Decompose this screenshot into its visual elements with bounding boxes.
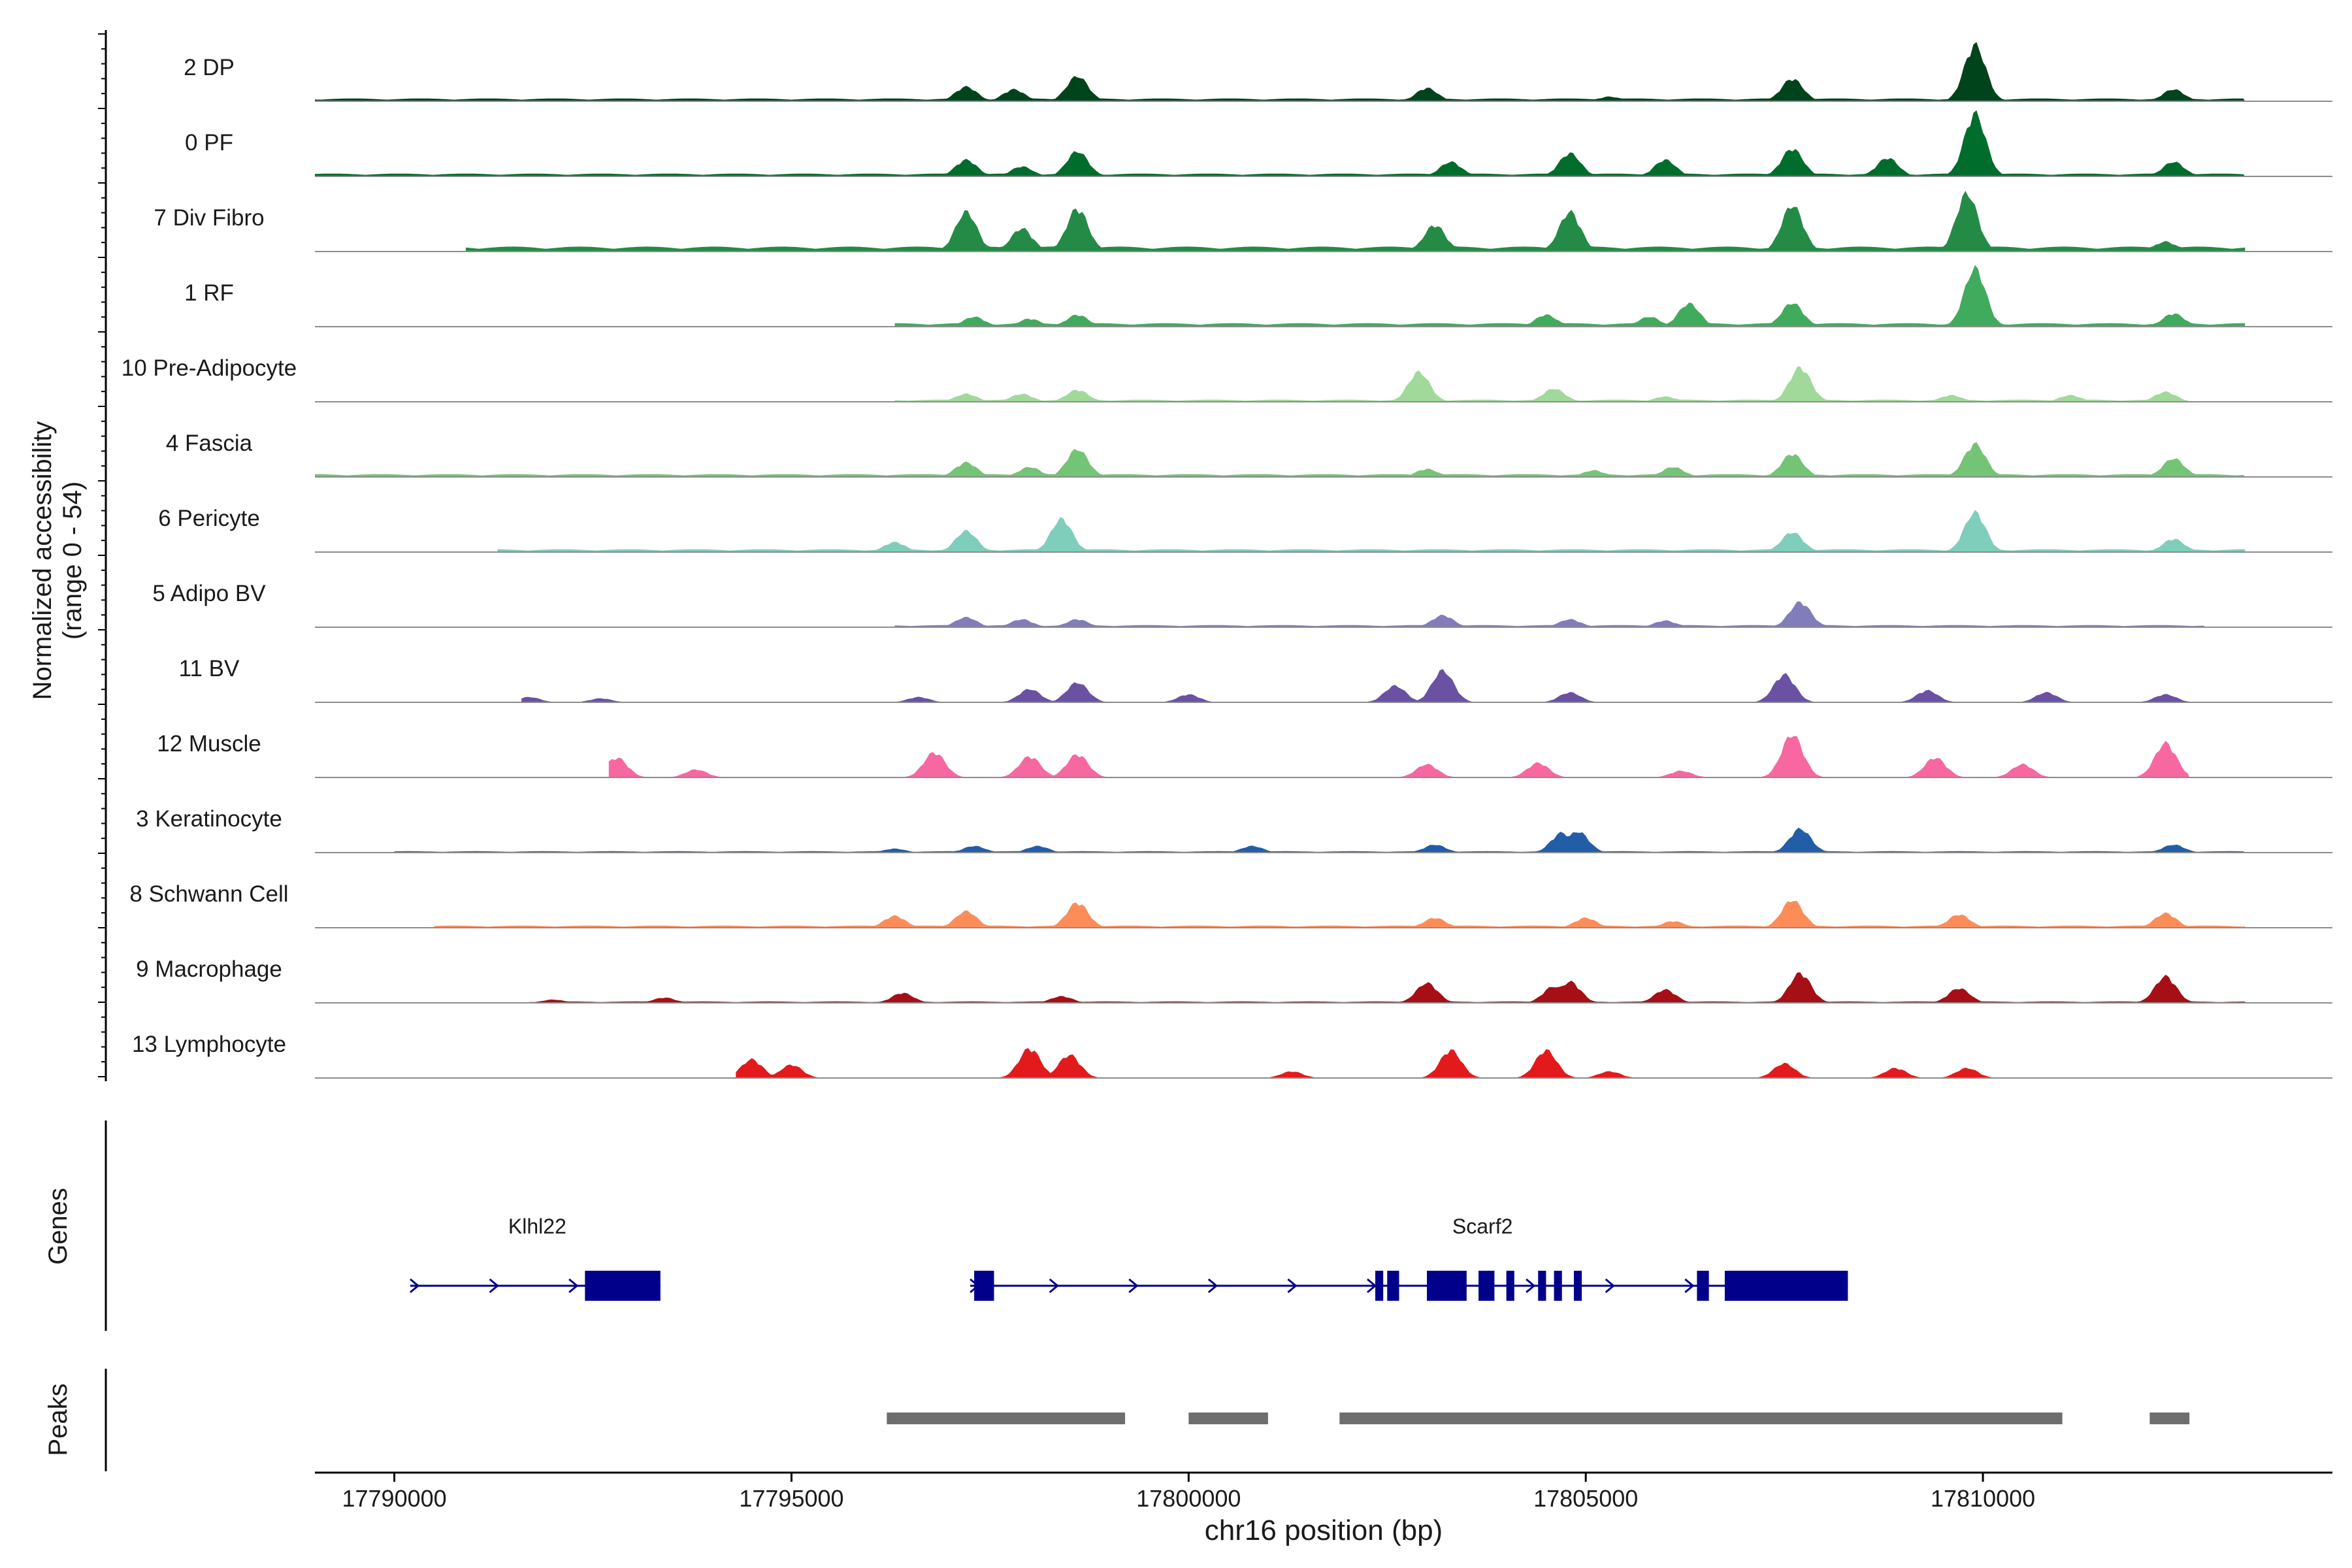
genes-panel: Genes Klhl22 Scarf2	[44, 1120, 1848, 1331]
track-12-muscle: 12 Muscle	[157, 731, 2332, 778]
coverage-area	[894, 601, 2206, 627]
coverage-area	[894, 265, 2246, 327]
track-8-schwann-cell: 8 Schwann Cell	[129, 881, 2332, 928]
track-7-div-fibro: 7 Div Fibro	[154, 191, 2332, 252]
track-label: 7 Div Fibro	[154, 205, 264, 231]
strand-arrow	[1366, 1278, 1377, 1294]
gene-exon	[1478, 1271, 1495, 1301]
track-label: 3 Keratinocyte	[136, 806, 282, 832]
track-9-macrophage: 9 Macrophage	[136, 956, 2332, 1004]
genes-panel-label: Genes	[44, 1188, 73, 1265]
gene-exon	[1697, 1271, 1709, 1301]
peak-region	[887, 1413, 1126, 1424]
coverage-area	[529, 972, 2246, 1003]
track-label: 1 RF	[184, 280, 234, 306]
coverage-area	[434, 901, 2246, 928]
gene-exon	[1427, 1271, 1467, 1301]
track-label: 10 Pre-Adipocyte	[122, 355, 297, 381]
x-tick-label: 17795000	[739, 1485, 843, 1512]
gene-name-label: Klhl22	[508, 1215, 566, 1238]
peak-region	[2149, 1413, 2190, 1424]
x-tick-label: 17805000	[1533, 1485, 1638, 1512]
strand-arrow	[1526, 1278, 1536, 1294]
track-label: 2 DP	[184, 55, 235, 80]
x-axis: 17790000 17795000 17800000 17805000 17810000	[315, 1471, 2332, 1512]
strand-arrow	[1207, 1278, 1218, 1294]
gene-exon	[1554, 1271, 1562, 1301]
strand-arrow	[1049, 1278, 1059, 1294]
gene-exon	[1387, 1271, 1399, 1301]
track-label: 5 Adipo BV	[152, 581, 266, 606]
y-axis-label-range: (range 0 - 54)	[58, 482, 87, 640]
peaks-panel: Peaks	[44, 1369, 2190, 1471]
track-label: 8 Schwann Cell	[129, 881, 288, 907]
gene-klhl22: Klhl22	[410, 1215, 661, 1301]
track-label: 11 BV	[179, 656, 240, 681]
track-6-pericyte: 6 Pericyte	[158, 506, 2332, 553]
track-5-adipo-bv: 5 Adipo BV	[152, 581, 2332, 628]
strand-arrow	[410, 1278, 420, 1294]
y-axis-label: Normalized accessibility	[28, 421, 57, 700]
gene-exon	[974, 1271, 994, 1301]
peak-region	[1188, 1413, 1268, 1424]
gene-exon	[1573, 1271, 1582, 1301]
gene-exon	[1506, 1271, 1514, 1301]
strand-arrow	[1128, 1278, 1139, 1294]
coverage-area	[894, 366, 2190, 402]
track-13-lymphocyte: 13 Lymphocyte	[132, 1032, 2332, 1079]
coverage-area	[736, 1048, 2023, 1078]
peak-region	[1339, 1413, 2063, 1424]
track-2-dp: 2 DP	[184, 42, 2332, 102]
x-tick-label: 17790000	[342, 1485, 446, 1512]
coverage-area	[608, 736, 2190, 777]
gene-exon	[1724, 1271, 1848, 1301]
track-label: 9 Macrophage	[136, 956, 282, 982]
strand-arrow	[568, 1278, 579, 1294]
track-label: 13 Lymphocyte	[132, 1032, 286, 1057]
track-label: 0 PF	[185, 130, 233, 155]
x-tick-label: 17800000	[1136, 1485, 1241, 1512]
track-11-bv: 11 BV	[179, 656, 2332, 703]
track-label: 4 Fascia	[166, 431, 253, 456]
peaks-panel-label: Peaks	[44, 1383, 73, 1456]
coverage-y-axis	[98, 30, 107, 1081]
x-axis-label: chr16 position (bp)	[1205, 1514, 1443, 1546]
track-3-keratinocyte: 3 Keratinocyte	[136, 806, 2332, 853]
strand-arrow	[1684, 1278, 1695, 1294]
coverage-area	[521, 668, 2206, 702]
gene-name-label: Scarf2	[1452, 1215, 1512, 1238]
gene-exon	[1375, 1271, 1384, 1301]
gene-scarf2: Scarf2	[970, 1215, 1848, 1301]
gene-exon	[585, 1271, 661, 1301]
strand-arrow	[1287, 1278, 1298, 1294]
gene-exon	[1538, 1271, 1546, 1301]
coverage-area	[466, 191, 2246, 252]
strand-arrow	[1605, 1278, 1616, 1294]
x-tick-label: 17810000	[1931, 1485, 2035, 1512]
track-0-pf: 0 PF	[185, 110, 2332, 177]
strand-arrow	[489, 1278, 499, 1294]
track-label: 6 Pericyte	[158, 506, 260, 531]
track-10-pre-adipocyte: 10 Pre-Adipocyte	[122, 355, 2332, 402]
track-label: 12 Muscle	[157, 731, 261, 757]
track-4-fascia: 4 Fascia	[166, 431, 2332, 478]
track-1-rf: 1 RF	[184, 265, 2332, 327]
coverage-tracks: 2 DP 0 PF 7 Div Fibro 1 RF 10 Pre-Adipocyte 4…	[122, 42, 2332, 1079]
